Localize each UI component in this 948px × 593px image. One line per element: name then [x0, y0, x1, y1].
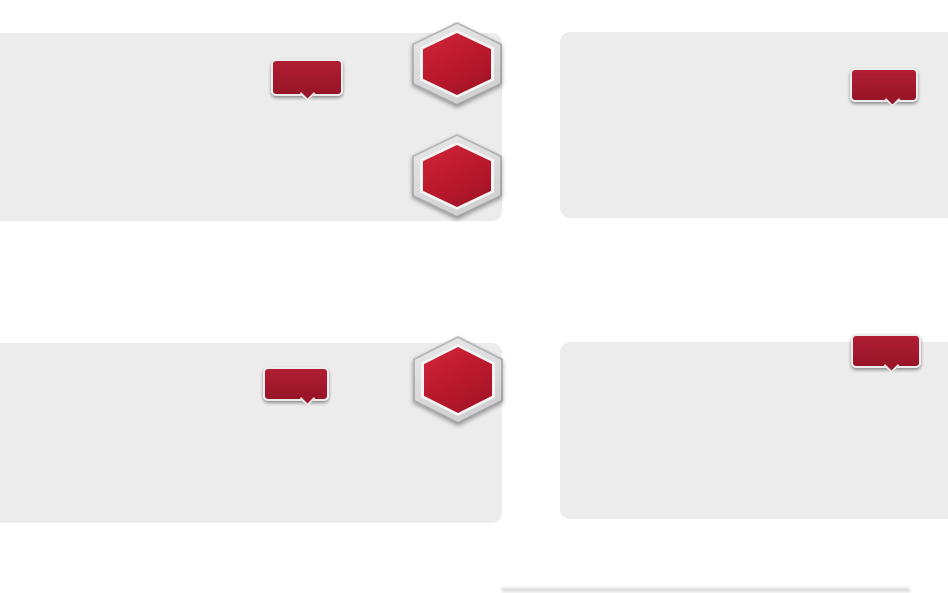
current-value-badge-chf [850, 68, 918, 108]
plot-area-chf [560, 32, 948, 218]
current-value-badge-gbp [271, 59, 343, 102]
current-value-badge-usd [263, 367, 329, 407]
plot-area-eur [560, 342, 948, 519]
forecast-hexagon-usd [413, 336, 503, 424]
forecast-hexagon-gbp-leave [412, 134, 502, 218]
forecast-hexagon-gbp-stay [412, 22, 502, 106]
current-value-badge-eur [851, 334, 921, 374]
cropped-element-shadow [502, 588, 910, 592]
